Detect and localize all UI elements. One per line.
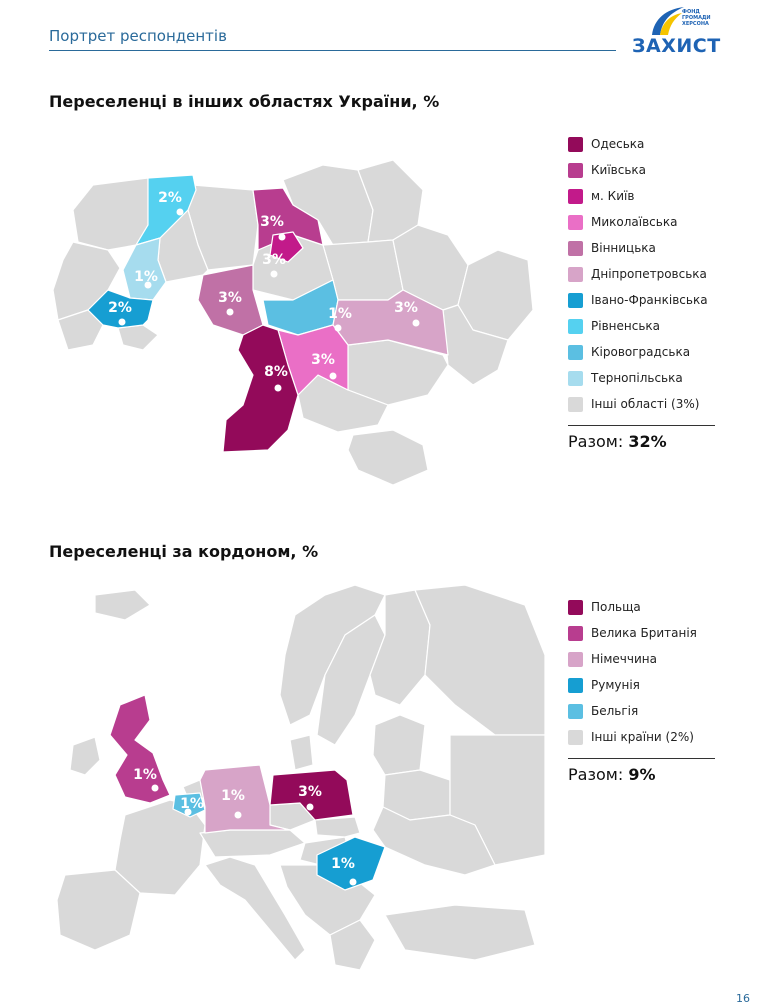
europe-map: 1% 1% 1% 3% 1% (56, 584, 545, 971)
region-kyiv-city (269, 231, 304, 263)
country-iceland (94, 589, 151, 621)
legend-item: Тернопільська (568, 365, 718, 391)
country-greece (329, 919, 376, 971)
ukraine-legend: Одеська Київська м. Київ Миколаївська Ві… (568, 131, 718, 451)
logo-wordmark: ЗАХИСТ (632, 35, 721, 57)
legend-item: Івано-Франківська (568, 287, 718, 313)
legend-item: Німеччина (568, 646, 718, 672)
country-ukraine (372, 806, 496, 876)
region-kherson (297, 374, 389, 433)
abroad-total: Разом: 9% (568, 765, 656, 784)
country-switzerland-austria (199, 829, 306, 858)
label-rivne: 2% (158, 190, 182, 206)
page-number: 16 (736, 992, 750, 1003)
country-sweden (316, 614, 386, 746)
legend-swatch (568, 729, 583, 745)
legend-item: Миколаївська (568, 209, 718, 235)
legend-swatch (568, 677, 583, 693)
label-dnipropetrovsk: 3% (394, 300, 418, 316)
label-ternopil: 1% (134, 269, 158, 285)
abroad-legend: Польща Велика Британія Німеччина Румунія… (568, 594, 718, 784)
country-baltics (372, 714, 426, 776)
country-russia-north (414, 584, 545, 736)
region-volyn (72, 177, 149, 251)
logo-wings-icon (652, 7, 684, 35)
country-united-kingdom (109, 694, 171, 804)
country-slovakia (314, 816, 361, 838)
legend-swatch (568, 162, 583, 178)
header-divider (49, 50, 616, 51)
country-denmark (289, 734, 314, 771)
country-germany (199, 764, 291, 834)
zakhyst-logo: ФОНД ГРОМАДИ ХЕРСОНА ЗАХИСТ (632, 5, 724, 57)
legend-item: Бельгія (568, 698, 718, 724)
region-ivano-frankivsk (87, 289, 154, 329)
label-mykolaiv: 3% (311, 352, 335, 368)
country-turkey (384, 904, 536, 961)
legend-swatch (568, 292, 583, 308)
legend-item: Одеська (568, 131, 718, 157)
label-odesa: 8% (264, 364, 288, 380)
legend-swatch (568, 188, 583, 204)
legend-item: Румунія (568, 672, 718, 698)
legend-item: Польща (568, 594, 718, 620)
legend-swatch (568, 318, 583, 334)
label-kyiv-oblast: 3% (260, 214, 284, 230)
logo-fund-text: ФОНД ГРОМАДИ ХЕРСОНА (682, 9, 711, 27)
country-poland (269, 769, 354, 821)
legend-item: Інші країни (2%) (568, 724, 718, 750)
legend-swatch (568, 240, 583, 256)
legend-item: Велика Британія (568, 620, 718, 646)
label-germany: 1% (221, 788, 245, 804)
ukraine-total: Разом: 32% (568, 432, 667, 451)
country-belgium (172, 792, 206, 818)
legend-swatch (568, 651, 583, 667)
legend-item: Дніпропетровська (568, 261, 718, 287)
label-ivano-frankivsk: 2% (108, 300, 132, 316)
region-ternopil (122, 237, 167, 301)
country-italy (204, 856, 306, 961)
legend-item: Рівненська (568, 313, 718, 339)
ukraine-value-labels: 2% 3% 3% 1% 2% 3% 1% 3% 3% 8% (108, 190, 420, 392)
region-rivne (135, 174, 197, 246)
legend-swatch (568, 370, 583, 386)
abroad-section-title: Переселенці за кордоном, % (49, 542, 319, 561)
europe-value-labels: 1% 1% 1% 3% 1% (133, 767, 357, 886)
legend-divider (568, 758, 715, 759)
region-crimea (347, 429, 429, 486)
legend-item: Кіровоградська (568, 339, 718, 365)
label-uk: 1% (133, 767, 157, 783)
country-ireland (69, 736, 101, 776)
region-kyiv-oblast (252, 187, 324, 251)
label-vinnytsia: 3% (218, 290, 242, 306)
legend-swatch (568, 599, 583, 615)
legend-item: Інші області (3%) (568, 391, 718, 417)
legend-item: м. Київ (568, 183, 718, 209)
country-spain (56, 869, 141, 951)
ukraine-section-title: Переселенці в інших областях України, % (49, 92, 440, 111)
ukraine-map: 2% 3% 3% 1% 2% 3% 1% 3% 3% 8% (52, 159, 534, 486)
label-belgium: 1% (180, 796, 204, 812)
legend-swatch (568, 266, 583, 282)
region-zakarpattia (57, 309, 104, 351)
legend-swatch (568, 625, 583, 641)
label-kyiv-city: 3% (262, 252, 286, 268)
country-romania (316, 836, 386, 891)
legend-swatch (568, 344, 583, 360)
label-kirovohrad: 1% (328, 306, 352, 322)
region-odesa (222, 324, 299, 453)
label-romania: 1% (331, 856, 355, 872)
legend-divider (568, 425, 715, 426)
legend-item: Вінницька (568, 235, 718, 261)
region-chernivtsi (117, 324, 159, 351)
legend-swatch (568, 136, 583, 152)
legend-swatch (568, 703, 583, 719)
legend-swatch (568, 396, 583, 412)
legend-item: Київська (568, 157, 718, 183)
legend-swatch (568, 214, 583, 230)
label-poland: 3% (298, 784, 322, 800)
page-header-title: Портрет респондентів (49, 27, 227, 45)
